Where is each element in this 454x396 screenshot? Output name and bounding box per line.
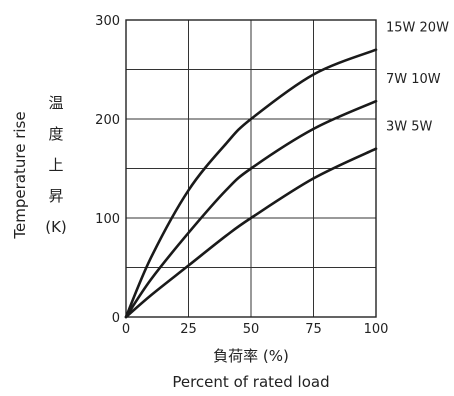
y-axis-label-jp-char: 昇 <box>48 187 63 205</box>
y-axis-label-jp-char: 度 <box>48 125 63 143</box>
series-label-2: 7W 10W <box>386 72 441 87</box>
x-tick-label: 0 <box>122 322 130 337</box>
x-tick-label: 100 <box>364 322 389 337</box>
y-tick-label: 200 <box>95 113 120 128</box>
y-axis-label-jp-char: 温 <box>48 94 63 112</box>
x-tick-labels: 0 25 50 75 100 <box>122 322 389 337</box>
x-axis-label-jp: 負荷率 (%) <box>213 347 289 365</box>
y-axis-label-jp-char: 上 <box>48 156 63 174</box>
plot-frame <box>125 19 377 318</box>
series-line-2 <box>124 99 378 319</box>
series-line-3 <box>124 147 378 319</box>
x-tick-label: 50 <box>243 322 260 337</box>
y-tick-labels: 0 100 200 300 <box>95 14 120 326</box>
y-tick-label: 300 <box>95 14 120 29</box>
y-axis-unit: (K) <box>45 218 67 236</box>
x-axis-label-en: Percent of rated load <box>172 373 329 391</box>
y-tick-label: 0 <box>112 311 120 326</box>
series-line-1 <box>124 48 378 319</box>
series-label-3: 3W 5W <box>386 120 433 135</box>
x-tick-label: 25 <box>180 322 197 337</box>
series-labels: 15W 20W 7W 10W 3W 5W <box>386 21 449 135</box>
curves <box>124 48 378 319</box>
y-tick-label: 100 <box>95 212 120 227</box>
x-tick-label: 75 <box>305 322 322 337</box>
y-axis-label: Temperature rise <box>11 111 29 239</box>
series-label-1: 15W 20W <box>386 21 449 36</box>
